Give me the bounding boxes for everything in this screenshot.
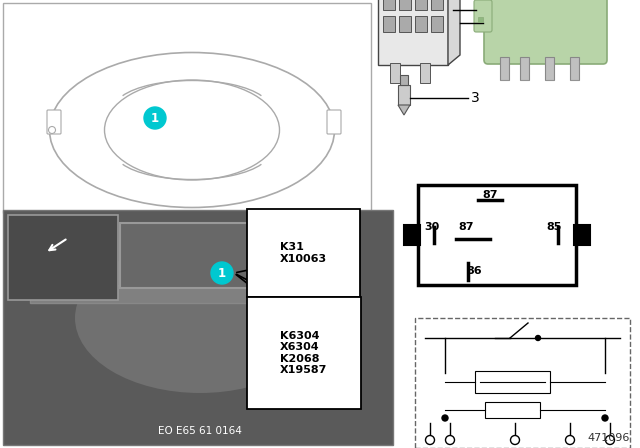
- Circle shape: [511, 435, 520, 444]
- FancyBboxPatch shape: [484, 0, 607, 64]
- FancyBboxPatch shape: [327, 110, 341, 134]
- Bar: [475, 371, 550, 393]
- Text: 86: 86: [466, 266, 482, 276]
- Text: 87: 87: [483, 190, 498, 200]
- Bar: [120, 223, 300, 288]
- Bar: [545, 57, 554, 80]
- Bar: [415, 16, 427, 32]
- Circle shape: [602, 415, 608, 421]
- Bar: [520, 57, 529, 80]
- Text: K6304
X6304
K2068
X19587: K6304 X6304 K2068 X19587: [280, 331, 328, 375]
- Text: EO E65 61 0164: EO E65 61 0164: [158, 426, 242, 436]
- Bar: [431, 16, 443, 32]
- Bar: [399, 0, 411, 10]
- Text: 2: 2: [486, 16, 495, 30]
- Circle shape: [49, 126, 56, 134]
- Bar: [404, 225, 420, 245]
- Polygon shape: [448, 0, 460, 65]
- Bar: [418, 185, 576, 285]
- Bar: [3, 210, 393, 445]
- Text: 87: 87: [458, 222, 474, 232]
- Bar: [383, 16, 395, 32]
- Text: 85: 85: [546, 222, 561, 232]
- Circle shape: [445, 435, 454, 444]
- Text: 471096: 471096: [588, 433, 630, 443]
- Bar: [390, 63, 400, 83]
- Text: 3: 3: [471, 91, 480, 105]
- Ellipse shape: [104, 80, 280, 180]
- Ellipse shape: [49, 52, 335, 207]
- Text: 1: 1: [440, 3, 449, 17]
- Text: 30: 30: [424, 222, 439, 232]
- Circle shape: [211, 262, 233, 284]
- Text: 1: 1: [218, 267, 226, 280]
- Bar: [383, 0, 395, 10]
- Bar: [415, 0, 427, 10]
- Bar: [574, 225, 590, 245]
- Text: K31
X10063: K31 X10063: [280, 242, 327, 264]
- Circle shape: [442, 415, 448, 421]
- Bar: [500, 57, 509, 80]
- Bar: [30, 285, 280, 303]
- Bar: [378, 0, 448, 65]
- Bar: [400, 75, 408, 85]
- Bar: [478, 17, 483, 22]
- Bar: [420, 63, 430, 83]
- Polygon shape: [398, 105, 410, 115]
- Circle shape: [566, 435, 575, 444]
- FancyBboxPatch shape: [474, 0, 492, 32]
- Circle shape: [426, 435, 435, 444]
- Circle shape: [536, 336, 541, 340]
- FancyBboxPatch shape: [47, 110, 61, 134]
- Bar: [485, 402, 540, 418]
- Bar: [3, 3, 371, 213]
- Bar: [415, 318, 630, 448]
- Bar: [431, 0, 443, 10]
- Ellipse shape: [75, 243, 325, 393]
- Text: 1: 1: [151, 112, 159, 125]
- Bar: [570, 57, 579, 80]
- Circle shape: [144, 107, 166, 129]
- Bar: [398, 85, 410, 105]
- Circle shape: [605, 435, 614, 444]
- Bar: [399, 16, 411, 32]
- Bar: [8, 215, 118, 300]
